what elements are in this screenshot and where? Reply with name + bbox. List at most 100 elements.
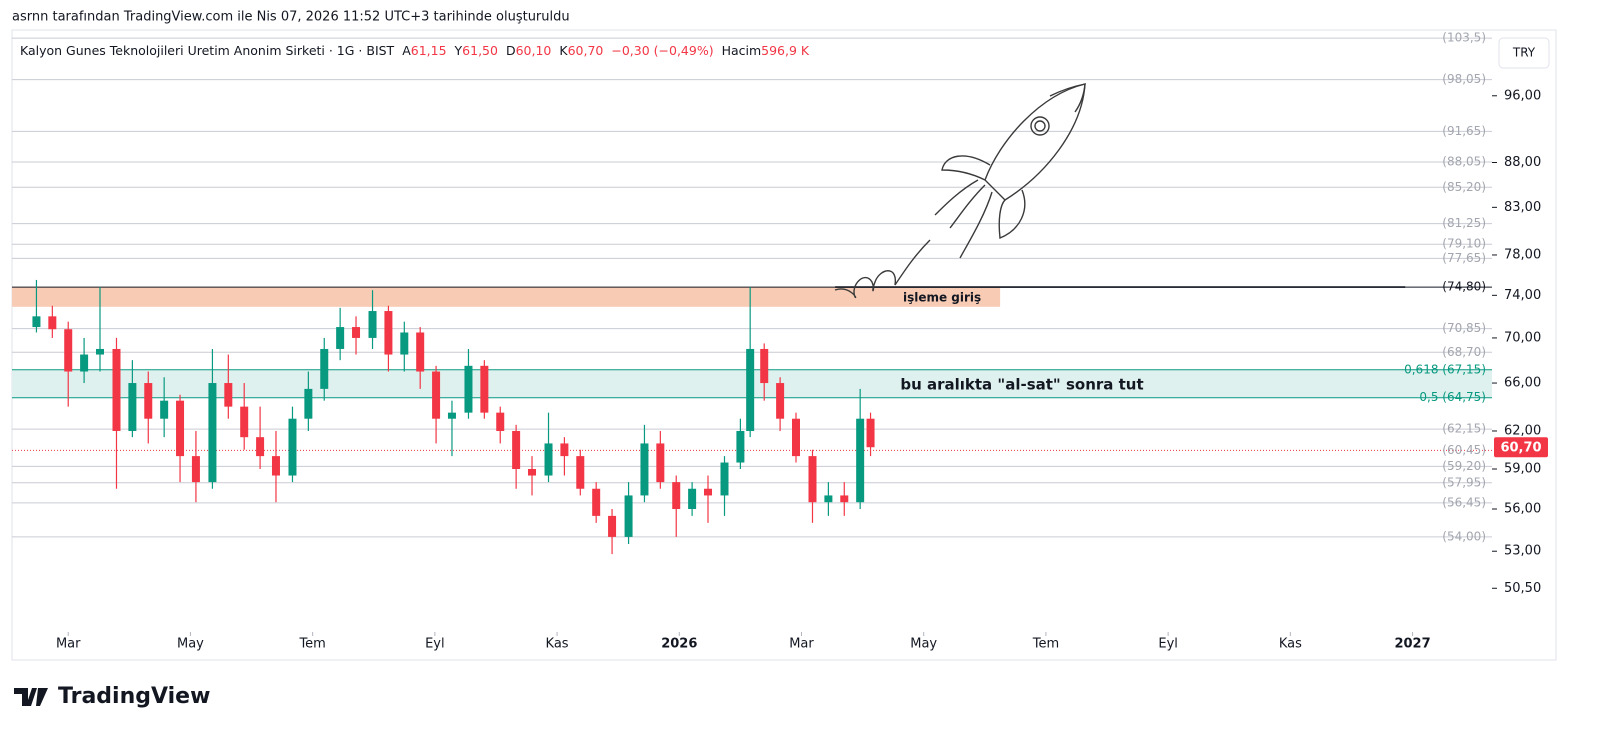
candle-body (368, 311, 377, 338)
y-tick-label: 53,00 (1504, 544, 1541, 559)
candle-body (866, 418, 875, 448)
low-label: D (506, 43, 516, 58)
candle-body (176, 400, 185, 457)
level-label: (88,05) (1442, 155, 1486, 169)
high-label: Y (454, 43, 463, 58)
level-label: (85,20) (1442, 180, 1486, 194)
entry-label: (74,80) (1442, 280, 1486, 294)
chart-frame (11, 29, 1557, 661)
x-tick-label: Eyl (425, 637, 445, 652)
prev-close-label: (60,45) (1442, 443, 1486, 457)
candle-body (746, 348, 755, 431)
open-label: A (402, 43, 411, 58)
y-tick-label: 78,00 (1504, 247, 1541, 262)
y-tick-label: 88,00 (1504, 155, 1541, 170)
x-tick-label: Mar (789, 637, 814, 652)
volume: 596,9 K (761, 43, 810, 58)
currency-label[interactable]: TRY (1512, 46, 1536, 60)
level-label: (81,25) (1442, 216, 1486, 230)
candle-body (672, 482, 681, 510)
currency-button[interactable] (1498, 37, 1550, 69)
caption: asrnn tarafından TradingView.com ile Nis… (12, 10, 570, 25)
candle-body (544, 443, 553, 476)
zone-text: bu aralıkta "al-sat" sonra tut (900, 375, 1143, 393)
symbol: Kalyon Gunes Teknolojileri Uretim Anonim… (20, 43, 395, 58)
candle-body (112, 348, 121, 431)
candle-body (64, 329, 73, 372)
x-tick-label: Eyl (1158, 637, 1178, 652)
candle-body (608, 515, 617, 537)
candle-body (384, 311, 393, 355)
y-tick-label: 66,00 (1504, 376, 1541, 391)
legend: Kalyon Gunes Teknolojileri Uretim Anonim… (20, 43, 810, 58)
close: 60,70 (568, 43, 604, 58)
level-label: (62,15) (1442, 422, 1486, 436)
candle-body (320, 348, 329, 389)
candle-body (704, 488, 713, 496)
candle-body (352, 327, 361, 338)
candle-body (640, 443, 649, 496)
candle-body (808, 456, 817, 503)
candle-body (288, 418, 297, 476)
x-tick-label: May (910, 637, 937, 652)
rocket-sketch (834, 83, 1086, 299)
candle-body (528, 469, 537, 476)
candle-body (240, 406, 249, 438)
level-label: (57,95) (1442, 475, 1486, 489)
x-tick-label: May (177, 637, 204, 652)
level-label: (54,00) (1442, 529, 1486, 543)
candle-body (760, 348, 769, 384)
zone-text: işleme giriş (903, 290, 981, 304)
candle-body (191, 456, 200, 483)
candle-body (32, 316, 41, 328)
y-tick-label: 56,00 (1504, 502, 1541, 517)
candle-body (480, 365, 489, 413)
y-tick-label: 50,50 (1504, 581, 1541, 596)
last-price-label: 60,70 (1500, 441, 1541, 456)
candle-body (144, 383, 153, 419)
candle-body (512, 430, 521, 470)
x-tick-label: Tem (1032, 637, 1059, 652)
y-tick-label: 96,00 (1504, 88, 1541, 103)
candle-body (776, 383, 785, 419)
candle-body (791, 418, 800, 457)
candle-body (624, 495, 633, 537)
x-tick-label: Mar (56, 637, 81, 652)
candle-body (48, 316, 57, 330)
candle-body (656, 443, 665, 483)
brand: TradingView (14, 684, 210, 709)
candle-body (271, 456, 280, 476)
x-tick-label: 2027 (1394, 637, 1430, 652)
grid-layer: (103,5) (98,05) (91,65) (88,05) (85,20) (81,2… (12, 31, 1541, 652)
low: 60,10 (516, 43, 552, 58)
candle-body (80, 354, 89, 372)
close-label: K (559, 43, 568, 58)
x-tick-label: Kas (546, 637, 569, 652)
brand-logo (14, 688, 48, 706)
level-label: (98,05) (1442, 72, 1486, 86)
candle-body (256, 437, 265, 457)
candle-body (432, 371, 441, 419)
y-tick-label: 62,00 (1504, 423, 1541, 438)
y-tick-label: 59,00 (1504, 462, 1541, 477)
x-tick-label: Tem (298, 637, 325, 652)
level-label: (77,65) (1442, 251, 1486, 265)
candle-body (416, 332, 425, 372)
volume-label: Hacim (722, 43, 762, 58)
candle-body (856, 418, 865, 503)
candle-body (336, 327, 345, 349)
level-label: (70,85) (1442, 321, 1486, 335)
y-tick-label: 70,00 (1504, 330, 1541, 345)
x-tick-label: Kas (1279, 637, 1302, 652)
zone (12, 287, 1001, 307)
candle-body (496, 412, 505, 431)
candle-body (576, 456, 585, 489)
candle-body (400, 332, 409, 355)
open: 61,15 (411, 43, 447, 58)
candle-body (95, 348, 104, 355)
candle-body (464, 365, 473, 413)
y-tick-label: 83,00 (1504, 200, 1541, 215)
change: −0,30 (−0,49%) (611, 43, 713, 58)
